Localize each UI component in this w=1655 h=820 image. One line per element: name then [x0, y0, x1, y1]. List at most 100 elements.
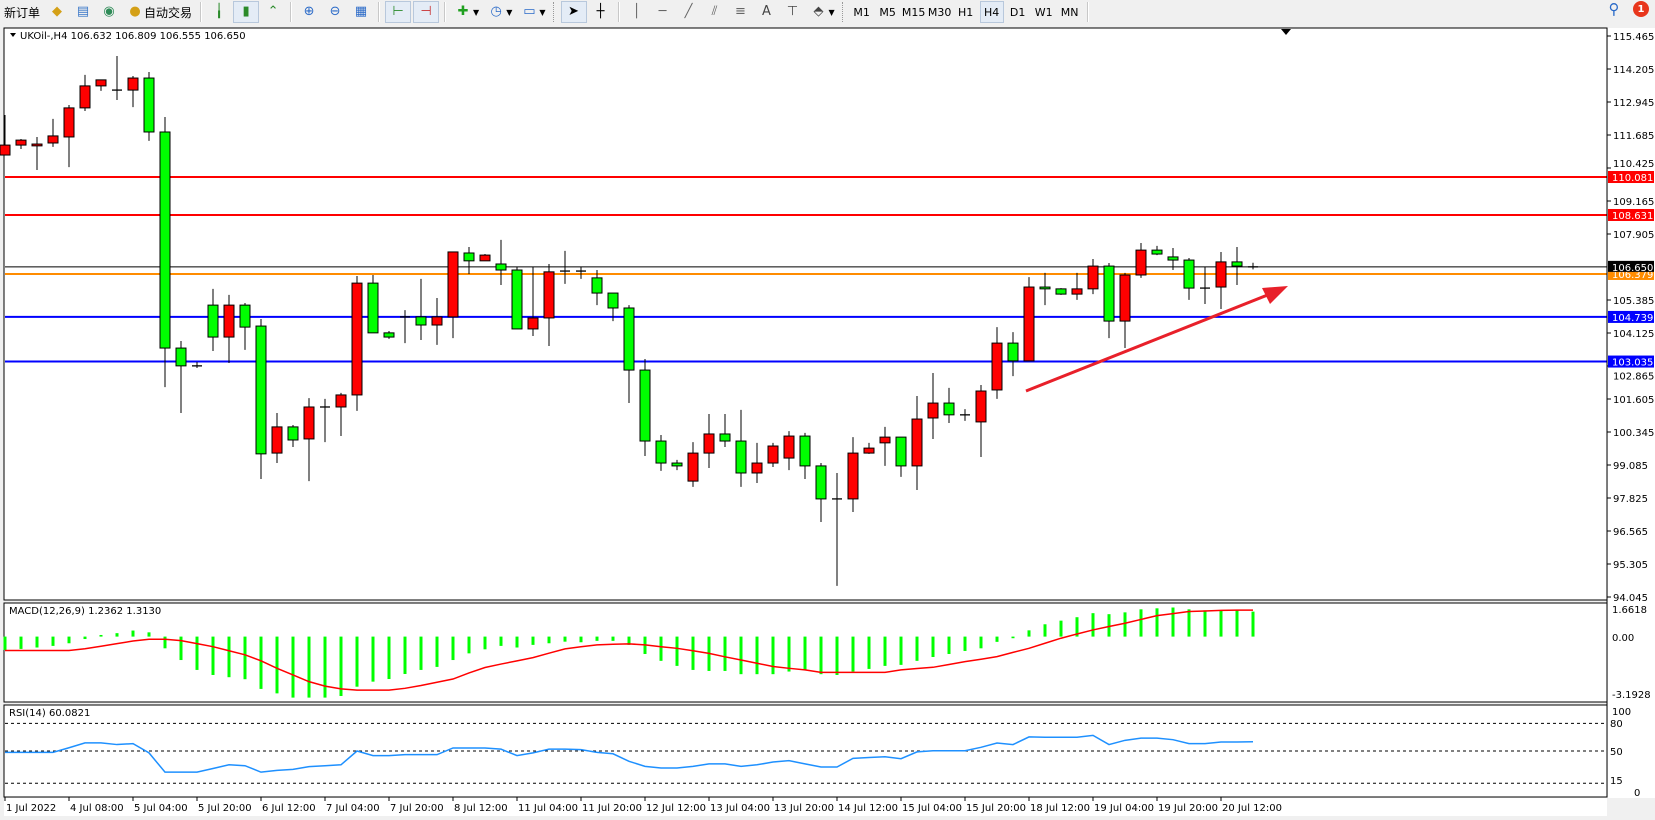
macd-histogram-bar: [35, 636, 39, 648]
auto-scroll-button[interactable]: ⊢: [385, 1, 412, 23]
macd-histogram-bar: [323, 636, 327, 698]
candle-body: [1055, 288, 1067, 295]
candle-body: [47, 135, 59, 144]
candle-body: [1151, 249, 1163, 255]
symbol-menu-triangle-icon[interactable]: [10, 33, 16, 37]
search-icon[interactable]: ⚲: [1608, 0, 1620, 18]
timeframe-m15[interactable]: M15: [902, 1, 926, 23]
macd-histogram-bar: [819, 636, 823, 675]
fibonacci-button[interactable]: ≡: [729, 1, 753, 23]
price-level-tag-label: 104.739: [1612, 313, 1653, 324]
candle-body: [95, 79, 107, 87]
macd-histogram-bar: [883, 636, 887, 666]
candle-body: [975, 390, 987, 423]
candle-body: [31, 143, 43, 147]
new-order-button[interactable]: 新订单: [1, 1, 43, 23]
time-tick-label: 13 Jul 04:00: [710, 803, 770, 814]
macd-histogram-bar: [259, 636, 263, 689]
navigator-button[interactable]: ◆: [45, 1, 69, 23]
macd-histogram-bar: [931, 636, 935, 658]
candle-body: [543, 271, 555, 319]
crosshair-button[interactable]: ┼: [589, 1, 613, 23]
macd-histogram-bar: [803, 636, 807, 670]
candle-body: [863, 447, 875, 454]
auto-trading-button[interactable]: ● 自动交易: [123, 1, 195, 23]
macd-signal-line: [5, 609, 1253, 691]
macd-histogram-bar: [995, 636, 999, 642]
macd-histogram-bar: [1155, 608, 1159, 637]
trendline-button[interactable]: ╱: [677, 1, 701, 23]
macd-histogram-bar: [771, 636, 775, 675]
price-tick-label: 99.085: [1613, 461, 1648, 472]
add-indicator-icon: ✚: [457, 4, 469, 19]
price-level-tag: [1608, 171, 1654, 184]
rsi-tick: 50: [1610, 747, 1623, 758]
macd-histogram-bar: [275, 636, 279, 694]
time-tick-label: 6 Jul 12:00: [262, 803, 316, 814]
macd-histogram-bar: [291, 636, 295, 698]
candle-body: [143, 77, 155, 133]
candle-body: [1135, 249, 1147, 276]
macd-histogram-bar: [659, 636, 663, 661]
tile-windows-button[interactable]: ▦: [349, 1, 373, 23]
auto-trading-icon: ●: [129, 4, 141, 19]
periods-button[interactable]: ◷ ▼: [484, 1, 515, 23]
templates-button[interactable]: ▭ ▼: [517, 1, 548, 23]
macd-histogram-bar: [899, 636, 903, 665]
timeframe-w1[interactable]: W1: [1032, 1, 1056, 23]
candle-body: [847, 452, 859, 500]
cursor-button[interactable]: ➤: [560, 1, 587, 23]
timeframe-label: H1: [958, 5, 974, 19]
current-price-tag: [1608, 260, 1654, 272]
candlestick-button[interactable]: ▮: [233, 1, 260, 23]
price-tick-label: 114.205: [1613, 65, 1654, 76]
trend-arrow-line[interactable]: [1025, 288, 1281, 393]
timeframe-mn[interactable]: MN: [1058, 1, 1082, 23]
line-chart-button[interactable]: ⌃: [261, 1, 285, 23]
macd-histogram-bar: [403, 636, 407, 674]
timeframe-m30[interactable]: M30: [928, 1, 952, 23]
bar-chart-button[interactable]: ╽: [207, 1, 231, 23]
chart-shift-button[interactable]: ⊣: [413, 1, 440, 23]
candle-body: [879, 436, 891, 444]
new-order-label: 新订单: [4, 5, 41, 20]
indicators-button[interactable]: ✚ ▼: [451, 1, 482, 23]
notification-badge[interactable]: 1: [1633, 1, 1649, 17]
vertical-line-button[interactable]: │: [625, 1, 649, 23]
zoom-out-button[interactable]: ⊖: [323, 1, 347, 23]
chart-shift-marker-icon[interactable]: [1281, 29, 1291, 35]
equidistant-channel-button[interactable]: ⫽: [703, 1, 727, 23]
candle-body: [127, 77, 139, 91]
candle-body: [783, 435, 795, 459]
timeframe-m1[interactable]: M1: [850, 1, 874, 23]
macd-histogram-bar: [1203, 610, 1207, 637]
macd-histogram-bar: [371, 636, 375, 682]
candle-body: [1039, 286, 1051, 290]
rsi-label: RSI(14) 60.0821: [9, 708, 90, 719]
main-pane[interactable]: [3, 27, 1608, 601]
candle-body: [943, 402, 955, 416]
timeframe-d1[interactable]: D1: [1006, 1, 1030, 23]
toolbar-grip[interactable]: [552, 2, 557, 22]
timeframe-h4[interactable]: H4: [979, 1, 1004, 23]
macd-histogram-bar: [915, 636, 919, 661]
arrows-button[interactable]: ⬘ ▼: [807, 1, 838, 23]
signal-button[interactable]: ◉: [97, 1, 121, 23]
timeframe-m5[interactable]: M5: [876, 1, 900, 23]
divider: [200, 2, 203, 22]
chart-window[interactable]: 115.465 114.205 112.945 111.685 110.425 109.1…: [0, 24, 1655, 820]
text-label-button[interactable]: ⊤: [781, 1, 805, 23]
time-tick-label: 11 Jul 04:00: [518, 803, 578, 814]
toolbar-grip[interactable]: [841, 2, 846, 22]
macd-histogram-bar: [675, 636, 679, 666]
timeframe-h1[interactable]: H1: [954, 1, 978, 23]
horizontal-line-button[interactable]: ─: [651, 1, 675, 23]
price-level-tag: [1608, 355, 1654, 368]
price-axis[interactable]: [1608, 28, 1655, 798]
text-button[interactable]: A: [755, 1, 779, 23]
timeframe-label: W1: [1034, 5, 1053, 19]
chevron-down-icon: ▼: [828, 7, 835, 17]
zoom-in-button[interactable]: ⊕: [297, 1, 321, 23]
terminal-button[interactable]: ▤: [71, 1, 95, 23]
time-axis[interactable]: [4, 798, 1607, 816]
